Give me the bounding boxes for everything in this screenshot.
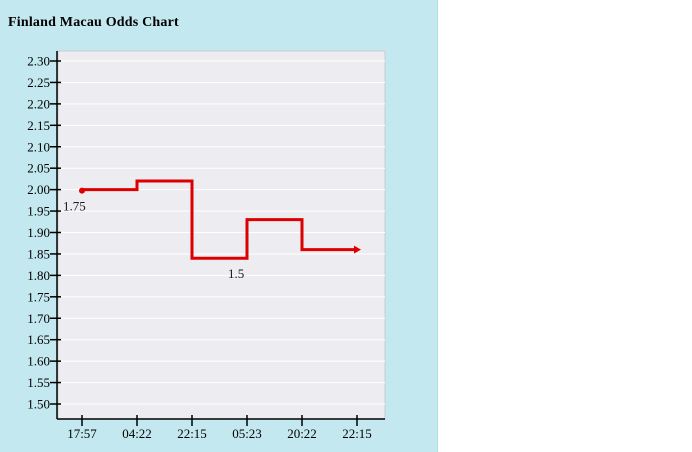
y-tick-label: 2.20	[27, 96, 50, 111]
line-start-dot	[79, 187, 85, 194]
y-tick-label: 1.60	[27, 354, 50, 369]
annotations: 1.75 1.5	[63, 199, 244, 282]
chart-title: Finland Macau Odds Chart	[8, 15, 179, 30]
x-tick-label: 05:23	[232, 426, 262, 441]
odds-chart-panel: Finland Macau Odds Chart 2.30 2.25 2.20 2.1…	[0, 0, 438, 452]
y-tick-label: 1.65	[27, 332, 50, 347]
y-tick-label: 1.75	[27, 289, 50, 304]
x-axis-ticks	[81, 415, 358, 426]
x-tick-label: 17:57	[67, 426, 97, 441]
handicap-annotation: 1.75	[63, 199, 86, 214]
y-axis-ticks	[50, 60, 61, 405]
x-tick-label: 22:15	[177, 426, 207, 441]
y-tick-label: 1.80	[27, 268, 50, 283]
x-axis-labels: 17:57 04:22 22:15 05:23 20:22 22:15	[67, 426, 372, 441]
plot-area	[57, 50, 386, 420]
x-tick-label: 04:22	[122, 426, 152, 441]
y-tick-label: 2.05	[27, 161, 50, 176]
x-tick-label: 20:22	[287, 426, 317, 441]
handicap-annotation: 1.5	[228, 266, 244, 281]
x-tick-label: 22:15	[342, 426, 372, 441]
y-tick-label: 2.00	[27, 182, 50, 197]
y-axis-labels: 2.30 2.25 2.20 2.15 2.10 2.05 2.00 1.95 1.90 1.85…	[27, 54, 50, 412]
y-tick-label: 2.25	[27, 75, 50, 90]
y-tick-label: 1.55	[27, 375, 50, 390]
y-tick-label: 1.50	[27, 397, 50, 412]
odds-chart-canvas: 2.30 2.25 2.20 2.15 2.10 2.05 2.00 1.95 1.90 1.85…	[27, 50, 386, 441]
y-tick-label: 1.95	[27, 204, 50, 219]
y-tick-label: 2.30	[27, 54, 50, 69]
y-tick-label: 1.90	[27, 225, 50, 240]
gridlines	[58, 60, 385, 405]
y-tick-label: 2.15	[27, 118, 50, 133]
y-tick-label: 1.70	[27, 311, 50, 326]
odds-line	[82, 179, 357, 260]
line-end-arrow-icon	[354, 245, 361, 254]
y-tick-label: 1.85	[27, 246, 50, 261]
y-tick-label: 2.10	[27, 139, 50, 154]
